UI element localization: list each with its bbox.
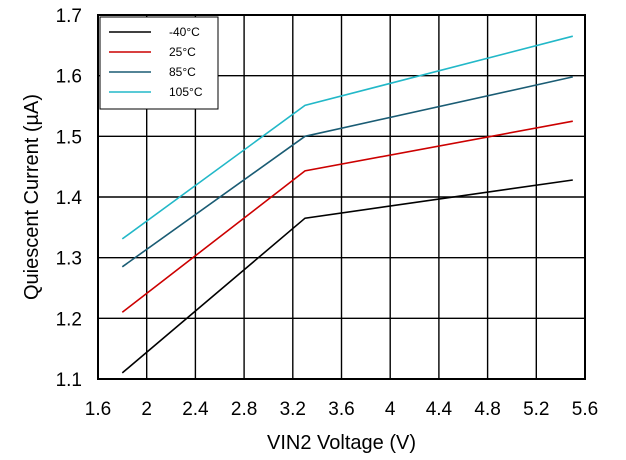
- x-tick-label: 1.6: [85, 399, 111, 420]
- y-tick-label: 1.2: [56, 309, 82, 330]
- y-tick-label: 1.6: [56, 67, 82, 88]
- x-tick-label: 5.2: [523, 399, 549, 420]
- series-line-1: [121, 120, 573, 313]
- x-tick-label: 3.6: [328, 399, 354, 420]
- x-tick-label: 2.8: [231, 399, 257, 420]
- series-layer: [121, 35, 574, 374]
- x-tick-label: 2.4: [182, 399, 209, 420]
- plot-frame: [97, 14, 586, 380]
- legend-label: 25°C: [169, 45, 196, 59]
- x-tick-label: 4: [385, 399, 396, 420]
- series-line-3: [121, 35, 574, 240]
- y-tick-label: 1.5: [56, 127, 82, 148]
- series-line-0: [121, 179, 573, 374]
- x-tick-label: 3.2: [280, 399, 306, 420]
- series-line-2: [121, 76, 573, 268]
- x-tick-label: 4.8: [474, 399, 500, 420]
- legend-label: -40°C: [169, 25, 200, 39]
- legend-label: 85°C: [169, 65, 196, 79]
- x-tick-label: 2: [141, 399, 152, 420]
- legend: -40°C 25°C 85°C 105°C: [99, 16, 219, 110]
- x-axis-title: VIN2 Voltage (V): [267, 432, 416, 454]
- x-tick-label: 5.6: [572, 399, 598, 420]
- tick-labels: 1.6 2 2.4 2.8 3.2 3.6 4 4.4 4.8 5.2 5.6 1.1 1.2 1.3 1.…: [56, 6, 599, 420]
- y-tick-label: 1.3: [56, 249, 82, 270]
- y-tick-label: 1.4: [56, 188, 83, 209]
- y-tick-label: 1.7: [56, 6, 82, 27]
- y-tick-label: 1.1: [56, 370, 82, 391]
- legend-label: 105°C: [169, 85, 203, 99]
- x-tick-label: 4.4: [426, 399, 453, 420]
- y-axis-title: Quiescent Current (µA): [21, 94, 43, 300]
